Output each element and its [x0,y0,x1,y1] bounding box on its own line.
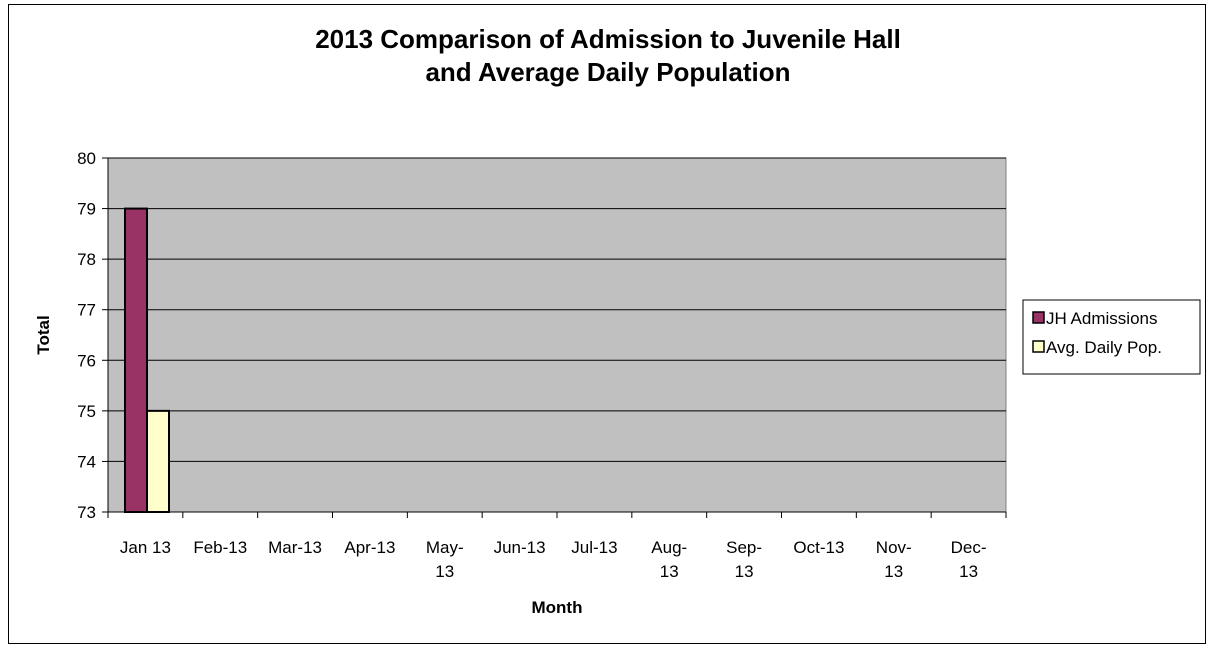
bar-avg-daily-pop [146,409,170,514]
x-tick-label: Sep- 13 [726,538,762,581]
x-tick-label: Apr-13 [344,538,395,557]
x-axis-title: Month [532,598,583,617]
x-tick-label: Feb-13 [193,538,247,557]
x-tick-label-line: Aug- [651,538,687,557]
x-tick-label-line: Nov- [876,538,912,557]
chart-title-line-1: 2013 Comparison of Admission to Juvenile… [315,24,901,54]
x-tick-label-line: Sep- [726,538,762,557]
chart-title: 2013 Comparison of Admission to Juvenile… [9,23,1207,89]
y-axis-title: Total [34,315,53,354]
legend-swatch [1032,311,1045,324]
plot-area [107,157,1007,513]
x-tick-label: Aug- 13 [651,538,687,581]
x-tick-label: May- 13 [426,538,464,581]
x-tick-label-line: 13 [735,562,754,581]
legend-swatch [1032,340,1045,353]
x-tick-label-line: Oct-13 [793,538,844,557]
bar-jh-admissions [124,207,148,513]
y-tick-label: 76 [77,351,96,370]
legend-box [1022,299,1201,375]
y-tick-label: 80 [77,149,96,168]
x-tick-label-line: Jun-13 [494,538,546,557]
x-tick-label: Jun-13 [494,538,546,557]
plot-layer [107,157,1007,514]
y-tick-label: 79 [77,200,96,219]
y-tick-label: 73 [77,503,96,522]
x-tick-label-line: 13 [884,562,903,581]
axis-layer: 73 74 75 76 77 78 79 80 Jan 13 Feb-13 Mar-13 Apr-13… [34,149,1007,617]
x-tick-label-line: Dec- [951,538,987,557]
legend-label: JH Admissions [1046,309,1157,328]
x-tick-label-line: May- [426,538,464,557]
x-tick-label-line: Apr-13 [344,538,395,557]
x-tick-label: Nov- 13 [876,538,912,581]
y-tick-label: 78 [77,250,96,269]
x-tick-label: Mar-13 [268,538,322,557]
y-tick-label: 74 [77,452,96,471]
legend: JH Admissions Avg. Daily Pop. [1022,299,1201,375]
y-tick-label: 75 [77,402,96,421]
x-tick-label: Jul-13 [571,538,617,557]
y-tick-label: 77 [77,301,96,320]
x-tick-label-line: Jan 13 [120,538,171,557]
x-tick-label-line: 13 [959,562,978,581]
legend-label: Avg. Daily Pop. [1046,338,1162,357]
x-tick-label: Oct-13 [793,538,844,557]
x-tick-label-line: Mar-13 [268,538,322,557]
x-tick-label-line: 13 [435,562,454,581]
x-tick-label: Jan 13 [120,538,171,557]
x-tick-label: Dec- 13 [951,538,987,581]
x-tick-label-line: Feb-13 [193,538,247,557]
chart-title-line-2: and Average Daily Population [425,57,791,87]
x-tick-label-line: Jul-13 [571,538,617,557]
x-tick-label-line: 13 [660,562,679,581]
